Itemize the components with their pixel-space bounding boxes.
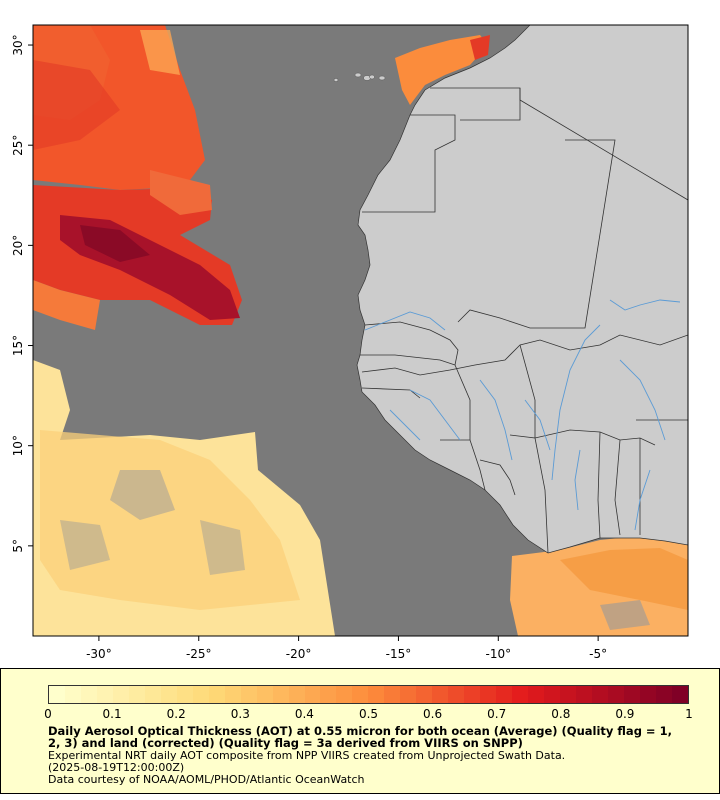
colorbar-tick-label: 0.7 (487, 707, 507, 721)
colorbar-tick-label: 0.3 (230, 707, 250, 721)
y-tick-label: 20° (11, 235, 25, 256)
colorbar-segment (655, 686, 672, 703)
y-tick-label: 10° (11, 435, 25, 456)
legend-source-line: Experimental NRT daily AOT composite fro… (48, 749, 566, 762)
country-borders (360, 87, 688, 554)
colorbar-segment (304, 686, 321, 703)
colorbar-segment (544, 686, 560, 703)
legend-title: Daily Aerosol Optical Thickness (AOT) at… (48, 724, 672, 750)
colorbar-tick-label: 0.4 (294, 707, 314, 721)
legend-credit-line: Data courtesy of NOAA/AOML/PHOD/Atlantic… (48, 773, 365, 786)
colorbar-segment (575, 686, 592, 703)
rivers (364, 299, 681, 531)
colorbar-segment (112, 686, 129, 703)
x-tick-label: -20° (286, 647, 312, 661)
aot-swath-gulf-of-guinea (510, 535, 688, 636)
y-tick-label: 5° (11, 539, 25, 553)
colorbar-segment (496, 686, 513, 703)
legend-panel: 0 0.1 0.2 0.3 0.4 0.5 0.6 0.7 0.8 0.9 1 Daily Aero… (0, 668, 720, 794)
aot-swath-morocco (395, 35, 490, 105)
colorbar-segment (432, 686, 449, 703)
colorbar-segment (96, 686, 113, 703)
colorbar-segment (623, 686, 640, 703)
aot-swath-south (33, 360, 335, 636)
colorbar-segment (49, 686, 65, 703)
x-tick-label: -15° (386, 647, 412, 661)
colorbar-segment (288, 686, 305, 703)
x-axis: -30° -25° -20° -15° -10° -5° (86, 636, 607, 661)
colorbar-segment (272, 686, 289, 703)
colorbar-tick-label: 1 (685, 707, 693, 721)
colorbar-tick-label: 0.8 (551, 707, 571, 721)
aot-swath-north (33, 25, 205, 190)
y-axis: 5° 10° 15° 20° 25° 30° (11, 34, 33, 553)
colorbar-segment (128, 686, 145, 703)
colorbar-tick-label: 0.1 (102, 707, 122, 721)
colorbar-segment (464, 686, 481, 703)
aot-colorbar (48, 685, 689, 704)
colorbar-segment (512, 686, 529, 703)
y-tick-label: 30° (11, 34, 25, 55)
x-tick-label: -10° (485, 647, 511, 661)
aot-map: -30° -25° -20° -15° -10° -5° 5° 10° 15° 20° 25° 30… (11, 24, 689, 661)
map-frame (32, 24, 689, 637)
colorbar-tick-label: 0 (44, 707, 52, 721)
colorbar-segment (208, 686, 225, 703)
colorbar-tick-label: 0.2 (166, 707, 186, 721)
colorbar-segment (256, 686, 273, 703)
colorbar-segment (528, 686, 545, 703)
colorbar-segment (320, 686, 337, 703)
colorbar-segment (160, 686, 177, 703)
colorbar-segment (80, 686, 97, 703)
colorbar-segment (224, 686, 241, 703)
y-tick-label: 15° (11, 335, 25, 356)
colorbar-segment (144, 686, 161, 703)
x-tick-label: -30° (86, 647, 112, 661)
aot-swath-saharan-plume (33, 170, 242, 330)
colorbar-segment (336, 686, 353, 703)
colorbar-tick-label: 0.6 (423, 707, 443, 721)
colorbar-segment (368, 686, 385, 703)
colorbar-segment (384, 686, 401, 703)
colorbar-segment (560, 686, 576, 703)
colorbar-segment (448, 686, 465, 703)
canary-islands (333, 72, 386, 82)
colorbar-segment (480, 686, 497, 703)
colorbar-segment (416, 686, 433, 703)
colorbar-segment (192, 686, 209, 703)
x-tick-label: -5° (589, 647, 607, 661)
colorbar-segment (240, 686, 257, 703)
legend-date-line: (2025-08-19T12:00:00Z) (48, 761, 185, 774)
colorbar-segment (639, 686, 656, 703)
colorbar-segment (64, 686, 81, 703)
colorbar-segment (352, 686, 369, 703)
colorbar-tick-label: 0.9 (615, 707, 635, 721)
colorbar-segment (607, 686, 624, 703)
colorbar-segment (591, 686, 608, 703)
y-tick-label: 25° (11, 135, 25, 156)
x-tick-label: -25° (186, 647, 212, 661)
colorbar-segment (176, 686, 193, 703)
colorbar-segment (671, 686, 688, 703)
colorbar-tick-label: 0.5 (358, 707, 379, 721)
colorbar-segment (400, 686, 417, 703)
